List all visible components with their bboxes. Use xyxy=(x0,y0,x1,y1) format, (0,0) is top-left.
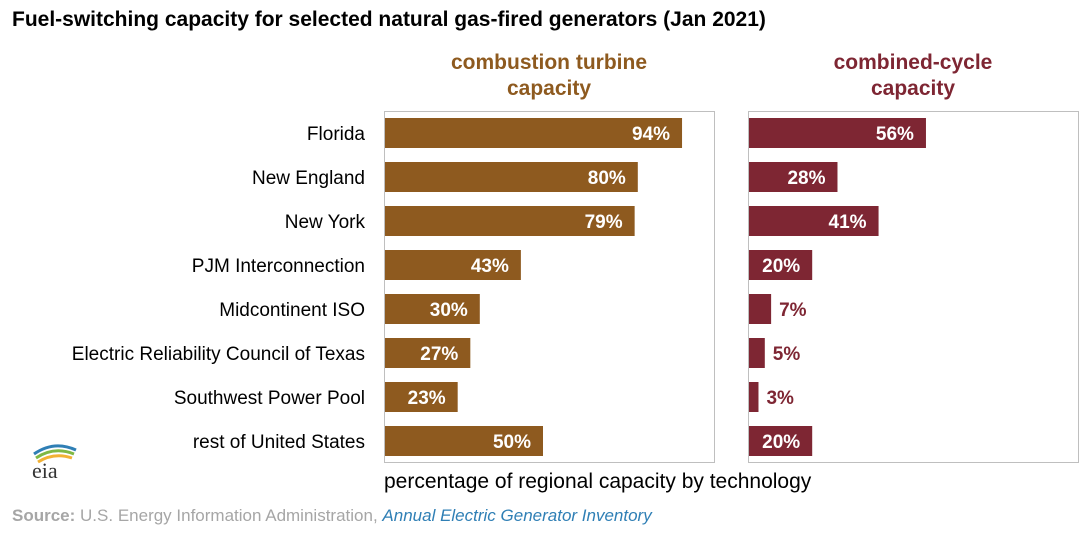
source-label: Source: xyxy=(12,506,76,525)
chart-title: Fuel-switching capacity for selected nat… xyxy=(12,8,766,31)
combustion-turbine-bar xyxy=(385,294,480,324)
combustion-turbine-bar xyxy=(385,162,638,192)
logo-arc-green xyxy=(35,449,75,460)
category-label: Midcontinent ISO xyxy=(219,300,365,321)
combined-cycle-panel-title: combined-cycle capacity xyxy=(833,51,993,100)
combined-cycle-data-label: 7% xyxy=(779,300,807,321)
combined-cycle-data-label: 41% xyxy=(829,212,867,233)
combustion-turbine-bar xyxy=(385,118,683,148)
logo-arc-yellow xyxy=(37,454,73,464)
combustion-turbine-panel-title: combustion turbine capacity xyxy=(451,51,647,100)
combustion-turbine-data-label: 27% xyxy=(420,344,458,365)
combined-cycle-data-label: 28% xyxy=(787,168,825,189)
x-axis-label: percentage of regional capacity by techn… xyxy=(384,470,812,493)
source-text: U.S. Energy Information Administration, xyxy=(80,506,378,525)
combustion-turbine-data-label: 43% xyxy=(471,256,509,277)
combustion-turbine-data-label: 30% xyxy=(430,300,468,321)
combined-cycle-bar xyxy=(749,382,759,412)
category-label: New England xyxy=(252,168,365,189)
combustion-turbine-data-label: 79% xyxy=(585,212,623,233)
combustion-turbine-bar xyxy=(385,338,471,368)
combustion-turbine-data-label: 23% xyxy=(408,388,446,409)
category-label: rest of United States xyxy=(193,432,365,453)
combustion-turbine-bar xyxy=(385,206,635,236)
combustion-turbine-data-label: 94% xyxy=(632,124,670,145)
logo-arc-blue xyxy=(33,444,77,456)
combined-cycle-bar xyxy=(749,426,813,456)
combustion-turbine-bar xyxy=(385,250,521,280)
eia-logo: eia xyxy=(32,444,77,480)
combined-cycle-bar xyxy=(749,206,879,236)
combustion-turbine-panel-frame xyxy=(384,111,715,463)
combustion-turbine-data-label: 50% xyxy=(493,432,531,453)
category-label: Southwest Power Pool xyxy=(174,388,365,409)
combined-cycle-data-label: 20% xyxy=(762,256,800,277)
combined-cycle-data-label: 20% xyxy=(762,432,800,453)
source-note: Source: U.S. Energy Information Administ… xyxy=(12,506,652,526)
combined-cycle-data-label: 56% xyxy=(876,124,914,145)
combined-cycle-bar xyxy=(749,118,926,148)
combined-cycle-data-label: 3% xyxy=(766,388,794,409)
combustion-turbine-bar xyxy=(385,426,543,456)
combustion-turbine-data-label: 80% xyxy=(588,168,626,189)
combustion-turbine-bar xyxy=(385,382,458,412)
category-label: PJM Interconnection xyxy=(192,256,365,277)
combined-cycle-data-label: 5% xyxy=(773,344,801,365)
combined-cycle-bar xyxy=(749,162,838,192)
category-label: New York xyxy=(285,212,366,233)
combined-cycle-panel-frame xyxy=(748,111,1079,463)
logo-text: eia xyxy=(32,458,58,480)
category-label: Electric Reliability Council of Texas xyxy=(72,344,365,365)
combined-cycle-bar xyxy=(749,338,765,368)
source-link[interactable]: Annual Electric Generator Inventory xyxy=(382,506,652,525)
combined-cycle-bar xyxy=(749,294,772,324)
category-label: Florida xyxy=(307,124,366,145)
combined-cycle-bar xyxy=(749,250,813,280)
